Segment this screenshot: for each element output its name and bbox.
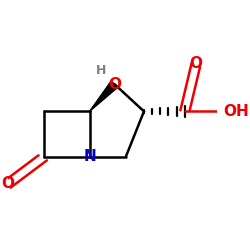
Text: O: O bbox=[108, 77, 121, 92]
Text: H: H bbox=[96, 64, 106, 77]
Text: O: O bbox=[190, 56, 203, 71]
Text: N: N bbox=[83, 149, 96, 164]
Text: O: O bbox=[2, 176, 15, 192]
Polygon shape bbox=[90, 81, 118, 112]
Text: OH: OH bbox=[223, 104, 249, 119]
